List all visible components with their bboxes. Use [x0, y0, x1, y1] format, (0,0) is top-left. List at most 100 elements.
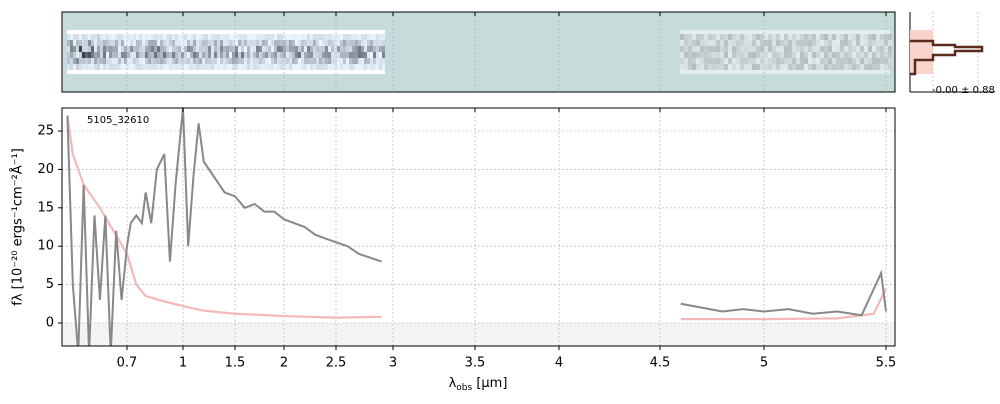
pixel	[337, 58, 340, 64]
pixel	[346, 46, 349, 52]
pixel	[223, 52, 226, 58]
pixel	[800, 64, 804, 70]
pixel	[319, 52, 322, 58]
pixel	[355, 64, 358, 70]
pixel	[780, 34, 784, 40]
pixel	[860, 64, 864, 70]
pixel	[684, 40, 688, 46]
pixel	[788, 34, 792, 40]
pixel	[696, 64, 700, 70]
pixel	[199, 58, 202, 64]
pixel	[184, 46, 187, 52]
pixel	[852, 40, 856, 46]
pixel	[373, 52, 376, 58]
pixel	[816, 34, 820, 40]
pixel	[361, 52, 364, 58]
pixel	[848, 40, 852, 46]
pixel	[301, 52, 304, 58]
pixel	[283, 64, 286, 70]
series-line	[66, 115, 382, 319]
pixel	[720, 52, 724, 58]
pixel	[298, 58, 301, 64]
pixel	[337, 52, 340, 58]
pixel	[79, 40, 82, 46]
pixel	[868, 58, 872, 64]
pixel	[322, 58, 325, 64]
pixel	[226, 58, 229, 64]
pixel	[888, 34, 892, 40]
pixel	[169, 58, 172, 64]
pixel	[160, 58, 163, 64]
pixel	[840, 34, 844, 40]
pixel	[211, 34, 214, 40]
pixel	[382, 40, 385, 46]
pixel	[76, 58, 79, 64]
pixel	[696, 40, 700, 46]
pixel	[136, 64, 139, 70]
pixel	[274, 58, 277, 64]
pixel	[289, 52, 292, 58]
pixel	[804, 58, 808, 64]
pixel	[196, 34, 199, 40]
pixel	[211, 52, 214, 58]
pixel	[367, 58, 370, 64]
pixel	[88, 52, 91, 58]
pixel	[274, 64, 277, 70]
pixel	[178, 40, 181, 46]
pixel	[764, 64, 768, 70]
pixel	[367, 34, 370, 40]
pixel	[364, 58, 367, 64]
pixel	[880, 46, 884, 52]
pixel	[193, 52, 196, 58]
pixel	[160, 64, 163, 70]
pixel	[322, 34, 325, 40]
pixel	[684, 34, 688, 40]
x-label-symbol: λ	[449, 376, 457, 391]
pixel	[115, 34, 118, 40]
pixel	[67, 40, 70, 46]
pixel	[202, 52, 205, 58]
pixel	[178, 46, 181, 52]
pixel	[295, 64, 298, 70]
pixel	[313, 34, 316, 40]
pixel	[73, 64, 76, 70]
pixel	[118, 46, 121, 52]
pixel	[220, 34, 223, 40]
pixel	[370, 58, 373, 64]
pixel	[97, 34, 100, 40]
pixel	[157, 64, 160, 70]
pixel	[328, 34, 331, 40]
pixel	[720, 34, 724, 40]
pixel	[872, 40, 876, 46]
pixel	[124, 40, 127, 46]
pixel	[124, 52, 127, 58]
pixel	[688, 58, 692, 64]
pixel	[118, 64, 121, 70]
pixel	[238, 34, 241, 40]
pixel	[265, 34, 268, 40]
pixel	[205, 40, 208, 46]
pixel	[256, 34, 259, 40]
pixel	[361, 46, 364, 52]
pixel	[97, 46, 100, 52]
pixel	[127, 52, 130, 58]
pixel	[307, 52, 310, 58]
pixel	[732, 46, 736, 52]
pixel	[142, 52, 145, 58]
pixel	[800, 40, 804, 46]
pixel	[187, 40, 190, 46]
pixel	[82, 40, 85, 46]
pixel	[115, 64, 118, 70]
pixel	[373, 64, 376, 70]
pixel	[217, 64, 220, 70]
pixel	[852, 52, 856, 58]
pixel	[328, 64, 331, 70]
pixel	[145, 46, 148, 52]
pixel	[244, 52, 247, 58]
pixel	[337, 34, 340, 40]
pixel	[808, 64, 812, 70]
pixel	[280, 58, 283, 64]
pixel	[172, 52, 175, 58]
pixel	[328, 46, 331, 52]
pixel	[292, 52, 295, 58]
